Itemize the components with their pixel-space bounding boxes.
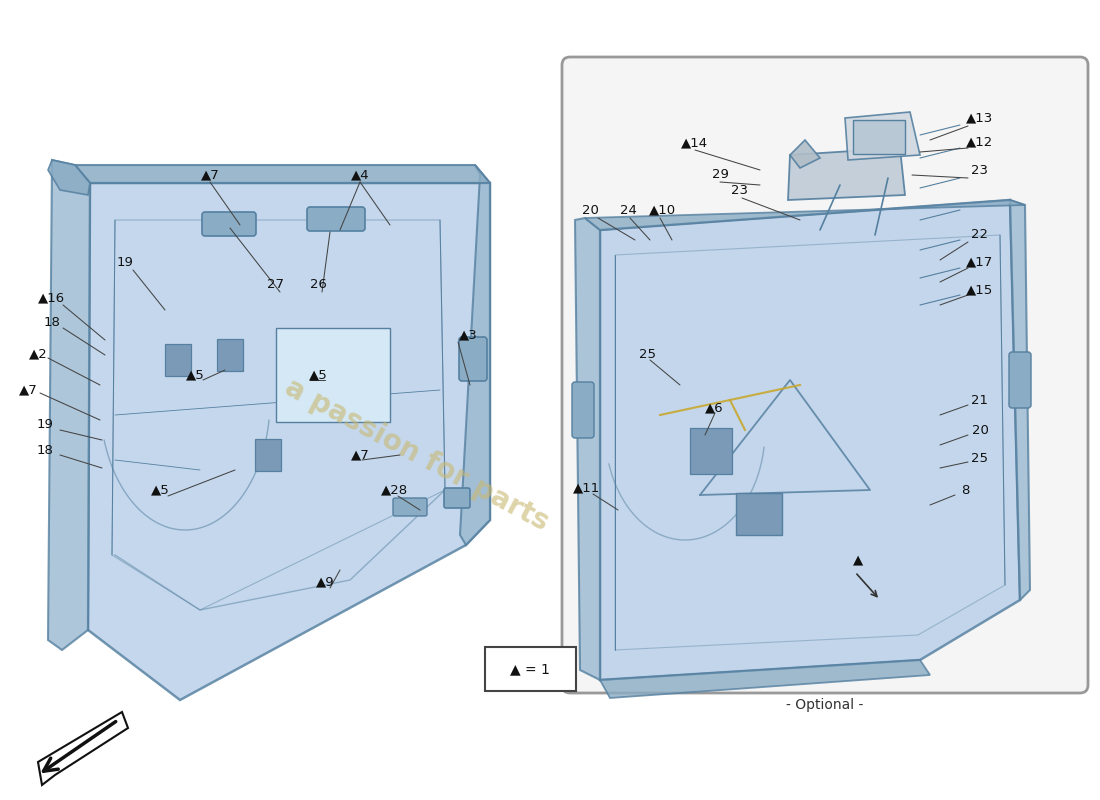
Text: ▲12: ▲12 xyxy=(967,135,993,149)
Polygon shape xyxy=(460,165,490,545)
Polygon shape xyxy=(48,160,90,650)
Text: ▲5: ▲5 xyxy=(186,369,205,382)
Text: 25: 25 xyxy=(971,451,989,465)
Polygon shape xyxy=(575,218,600,680)
FancyBboxPatch shape xyxy=(255,439,280,471)
FancyBboxPatch shape xyxy=(393,498,427,516)
Text: ▲10: ▲10 xyxy=(649,203,676,217)
Text: ▲ = 1: ▲ = 1 xyxy=(510,662,550,676)
Text: ▲11: ▲11 xyxy=(573,482,601,494)
Text: ▲28: ▲28 xyxy=(382,483,408,497)
FancyBboxPatch shape xyxy=(217,339,243,371)
FancyBboxPatch shape xyxy=(562,57,1088,693)
Text: ▲9: ▲9 xyxy=(316,575,334,589)
Text: ▲: ▲ xyxy=(852,554,864,566)
Text: 23: 23 xyxy=(732,183,748,197)
Text: 24: 24 xyxy=(619,203,637,217)
Text: 19: 19 xyxy=(36,418,54,431)
Text: 26: 26 xyxy=(309,278,327,291)
Text: 29: 29 xyxy=(712,169,728,182)
FancyBboxPatch shape xyxy=(459,337,487,381)
Text: 20: 20 xyxy=(971,423,989,437)
FancyBboxPatch shape xyxy=(485,647,576,691)
FancyBboxPatch shape xyxy=(276,328,390,422)
Polygon shape xyxy=(790,140,820,168)
Text: ▲6: ▲6 xyxy=(705,402,724,414)
Text: ▲15: ▲15 xyxy=(967,283,993,297)
Text: ▲7: ▲7 xyxy=(200,169,219,182)
FancyBboxPatch shape xyxy=(736,493,782,535)
Text: ▲14: ▲14 xyxy=(681,137,708,150)
FancyBboxPatch shape xyxy=(1009,352,1031,408)
FancyBboxPatch shape xyxy=(307,207,365,231)
Polygon shape xyxy=(845,112,920,160)
Polygon shape xyxy=(88,183,490,700)
Text: 18: 18 xyxy=(36,443,54,457)
Text: ▲16: ▲16 xyxy=(39,291,66,305)
Polygon shape xyxy=(1010,200,1030,600)
Polygon shape xyxy=(585,200,1025,230)
Text: ▲7: ▲7 xyxy=(351,449,370,462)
Text: 8: 8 xyxy=(960,483,969,497)
Polygon shape xyxy=(75,165,490,183)
Text: - Optional -: - Optional - xyxy=(786,698,864,712)
Text: ▲13: ▲13 xyxy=(967,111,993,125)
Polygon shape xyxy=(48,160,90,195)
Polygon shape xyxy=(615,235,1005,650)
FancyBboxPatch shape xyxy=(202,212,256,236)
Text: 27: 27 xyxy=(266,278,284,291)
FancyBboxPatch shape xyxy=(572,382,594,438)
Text: ▲4: ▲4 xyxy=(351,169,370,182)
Text: 19: 19 xyxy=(117,257,133,270)
Polygon shape xyxy=(600,660,930,698)
Text: 18: 18 xyxy=(44,315,60,329)
Text: 25: 25 xyxy=(639,349,657,362)
Text: 20: 20 xyxy=(582,203,598,217)
Text: ▲17: ▲17 xyxy=(967,255,993,269)
FancyBboxPatch shape xyxy=(444,488,470,508)
FancyBboxPatch shape xyxy=(690,428,732,474)
Text: ▲5: ▲5 xyxy=(151,483,169,497)
Polygon shape xyxy=(112,220,446,610)
Text: ▲7: ▲7 xyxy=(19,383,37,397)
Polygon shape xyxy=(788,148,905,200)
Text: ▲5: ▲5 xyxy=(309,369,328,382)
Text: 22: 22 xyxy=(971,229,989,242)
Text: a passion for parts: a passion for parts xyxy=(280,373,553,536)
Text: 23: 23 xyxy=(971,163,989,177)
Text: 21: 21 xyxy=(971,394,989,406)
FancyBboxPatch shape xyxy=(165,344,191,376)
Polygon shape xyxy=(600,200,1020,680)
Polygon shape xyxy=(39,712,128,785)
FancyBboxPatch shape xyxy=(852,120,905,154)
Text: ▲2: ▲2 xyxy=(29,347,47,361)
Text: ▲3: ▲3 xyxy=(459,329,477,342)
